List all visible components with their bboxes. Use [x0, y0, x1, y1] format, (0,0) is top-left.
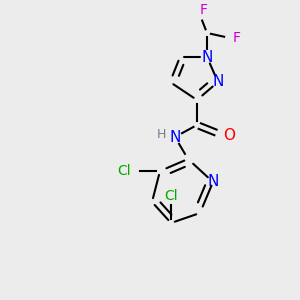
Text: N: N: [212, 74, 224, 89]
Text: N: N: [201, 50, 213, 64]
Text: N: N: [207, 175, 219, 190]
Text: Cl: Cl: [164, 189, 178, 203]
Text: N: N: [169, 130, 181, 145]
Text: H: H: [156, 128, 166, 140]
Text: Cl: Cl: [117, 164, 131, 178]
Text: F: F: [233, 31, 241, 45]
Text: O: O: [223, 128, 235, 142]
Text: F: F: [200, 3, 208, 17]
